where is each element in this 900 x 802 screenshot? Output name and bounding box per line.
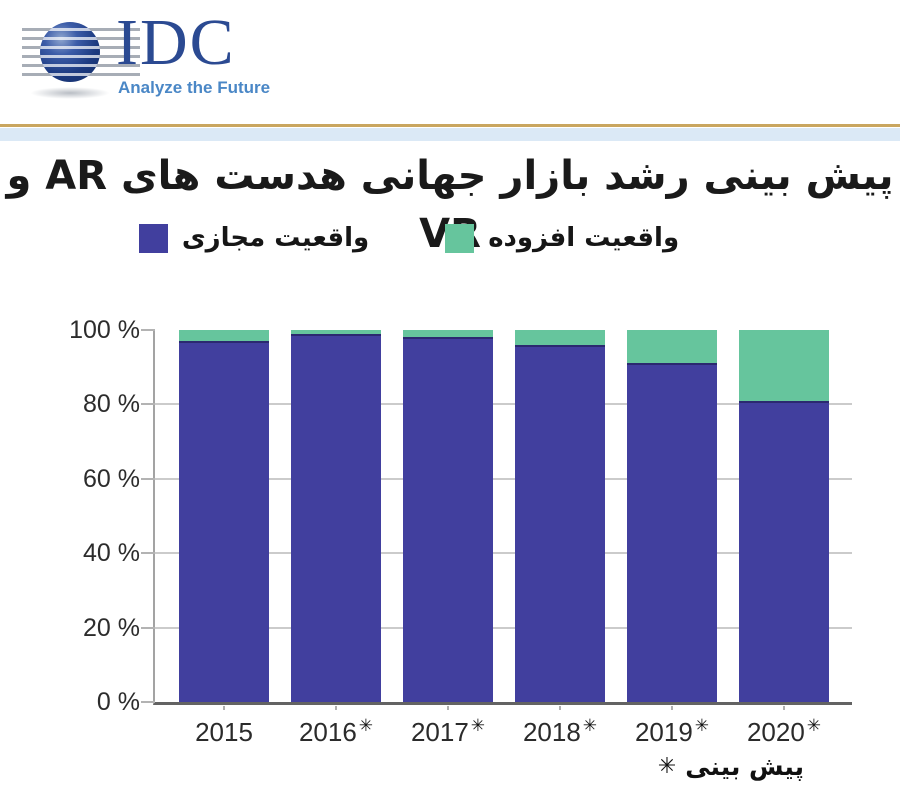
globe-icon bbox=[40, 22, 100, 82]
idc-logo: IDC Analyze the Future bbox=[22, 8, 278, 112]
grid-line-80 bbox=[155, 403, 852, 406]
bar-segment-ar-2015 bbox=[179, 330, 269, 342]
y-tick-label-20: 20 % bbox=[83, 613, 140, 642]
bar-2018 bbox=[515, 330, 605, 710]
bar-segment-ar-2016 bbox=[291, 330, 381, 334]
bar-segment-ar-2019 bbox=[627, 330, 717, 364]
year-text-2017: 2017 bbox=[410, 717, 469, 747]
forecast-asterisk: ✳ bbox=[582, 716, 598, 736]
forecast-asterisk: ✳ bbox=[694, 716, 710, 736]
y-tick-label-100: 100 % bbox=[69, 316, 140, 344]
bar-2015 bbox=[179, 330, 269, 710]
bar-segment-vr-2017 bbox=[403, 337, 493, 702]
x-tick-label-2017: 2017 ✳ bbox=[403, 717, 493, 748]
legend-label-0: واقعیت مجازی bbox=[181, 223, 370, 253]
logo-shadow bbox=[30, 87, 110, 99]
bar-segment-ar-2017 bbox=[403, 330, 493, 338]
legend-label-1: واقعیت افزوده bbox=[488, 223, 680, 253]
footnote-label: پیش بینی bbox=[685, 752, 804, 781]
light-blue-divider-band bbox=[0, 128, 900, 141]
legend-swatch-1 bbox=[445, 224, 475, 254]
footnote: ✳ پیش بینی bbox=[658, 751, 804, 784]
y-axis-tick-100 bbox=[141, 329, 155, 331]
y-axis-tick-20 bbox=[141, 626, 155, 629]
y-axis-tick-0 bbox=[141, 701, 155, 703]
bar-segment-vr-2015 bbox=[179, 341, 269, 702]
y-tick-label-60: 60 % bbox=[83, 464, 140, 493]
year-text-2018: 2018 bbox=[522, 717, 581, 747]
bar-segment-vr-2018 bbox=[515, 344, 605, 702]
x-tick-label-2018: 2018 ✳ bbox=[515, 717, 605, 748]
legend-item-1: واقعیت افزوده bbox=[445, 223, 679, 254]
forecast-asterisk: ✳ bbox=[358, 716, 374, 736]
x-tick-label-2019: 2019 ✳ bbox=[627, 717, 717, 748]
bar-2016 bbox=[291, 330, 381, 710]
plot-area: 0 % 20 % 40 % 60 % 80 % 100 % bbox=[69, 316, 852, 716]
year-text-2016: 2016 bbox=[298, 717, 357, 747]
bar-segment-ar-2020 bbox=[739, 330, 829, 401]
grid-line-20 bbox=[155, 626, 852, 629]
bar-2020 bbox=[739, 330, 829, 710]
bar-2019 bbox=[627, 330, 717, 710]
y-tick-label-80: 80 % bbox=[83, 390, 140, 419]
x-axis-labels: 2015 2016 ✳ 2017 ✳ 2018 ✳ 2019 ✳ 2020 ✳ bbox=[155, 717, 852, 748]
bar-segment-vr-2019 bbox=[627, 363, 717, 702]
bar-segment-vr-2016 bbox=[291, 333, 381, 702]
bar-2017 bbox=[403, 330, 493, 710]
logo-brand-text: IDC bbox=[116, 6, 236, 79]
forecast-asterisk: ✳ bbox=[806, 716, 822, 736]
y-axis-tick-40 bbox=[141, 552, 155, 555]
gold-divider-line bbox=[0, 124, 900, 127]
y-tick-label-0: 0 % bbox=[96, 688, 140, 716]
logo-tagline: Analyze the Future bbox=[118, 78, 271, 97]
forecast-asterisk: ✳ bbox=[470, 716, 486, 736]
legend-item-0: واقعیت مجازی bbox=[138, 223, 370, 254]
grid-line-40 bbox=[155, 552, 852, 555]
x-tick-label-2020: 2020 ✳ bbox=[739, 717, 829, 748]
year-text-2019: 2019 bbox=[634, 717, 693, 747]
y-axis-tick-60 bbox=[141, 477, 155, 480]
year-text-2020: 2020 bbox=[746, 717, 805, 747]
x-tick-label-2015: 2015 bbox=[179, 717, 269, 748]
grid-line-60 bbox=[155, 477, 852, 480]
x-tick-label-2016: 2016 ✳ bbox=[291, 717, 381, 748]
chart-legend: واقعیت مجازی واقعیت افزوده bbox=[0, 223, 859, 254]
y-tick-label-40: 40 % bbox=[83, 539, 140, 568]
bars-row bbox=[155, 330, 852, 710]
bar-segment-ar-2018 bbox=[515, 330, 605, 345]
legend-swatch-0 bbox=[138, 224, 168, 254]
year-text-2015: 2015 bbox=[195, 717, 253, 747]
y-axis-tick-80 bbox=[141, 403, 155, 406]
bar-segment-vr-2020 bbox=[739, 400, 829, 702]
forecast-asterisk-icon: ✳ bbox=[657, 754, 677, 780]
